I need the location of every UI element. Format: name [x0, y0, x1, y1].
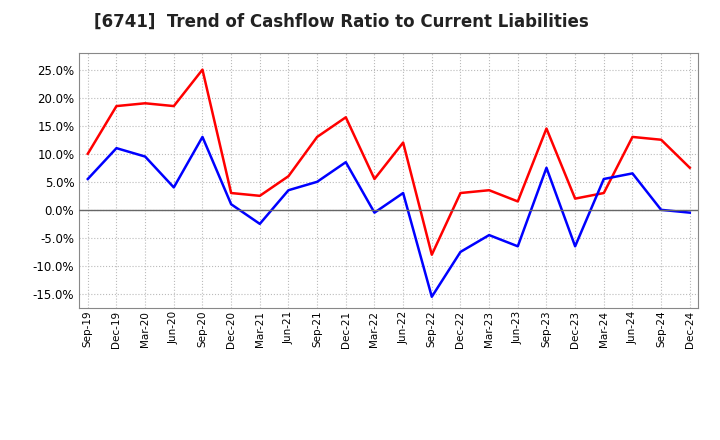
- Operating CF to Current Liabilities: [399, 140, 408, 145]
- Free CF to Current Liabilities: [341, 160, 350, 165]
- Operating CF to Current Liabilities: [227, 191, 235, 196]
- Free CF to Current Liabilities: [657, 207, 665, 213]
- Line: Operating CF to Current Liabilities: Operating CF to Current Liabilities: [88, 70, 690, 255]
- Operating CF to Current Liabilities: [341, 115, 350, 120]
- Free CF to Current Liabilities: [370, 210, 379, 215]
- Line: Free CF to Current Liabilities: Free CF to Current Liabilities: [88, 137, 690, 297]
- Operating CF to Current Liabilities: [112, 103, 121, 109]
- Operating CF to Current Liabilities: [628, 134, 636, 139]
- Free CF to Current Liabilities: [256, 221, 264, 227]
- Operating CF to Current Liabilities: [141, 101, 150, 106]
- Operating CF to Current Liabilities: [256, 193, 264, 198]
- Operating CF to Current Liabilities: [169, 103, 178, 109]
- Free CF to Current Liabilities: [628, 171, 636, 176]
- Free CF to Current Liabilities: [141, 154, 150, 159]
- Operating CF to Current Liabilities: [600, 191, 608, 196]
- Free CF to Current Liabilities: [198, 134, 207, 139]
- Free CF to Current Liabilities: [399, 191, 408, 196]
- Free CF to Current Liabilities: [227, 202, 235, 207]
- Operating CF to Current Liabilities: [284, 173, 293, 179]
- Free CF to Current Liabilities: [685, 210, 694, 215]
- Free CF to Current Liabilities: [428, 294, 436, 300]
- Free CF to Current Liabilities: [513, 244, 522, 249]
- Free CF to Current Liabilities: [600, 176, 608, 182]
- Free CF to Current Liabilities: [284, 187, 293, 193]
- Free CF to Current Liabilities: [571, 244, 580, 249]
- Operating CF to Current Liabilities: [428, 252, 436, 257]
- Free CF to Current Liabilities: [485, 232, 493, 238]
- Operating CF to Current Liabilities: [312, 134, 321, 139]
- Free CF to Current Liabilities: [169, 185, 178, 190]
- Operating CF to Current Liabilities: [542, 126, 551, 131]
- Operating CF to Current Liabilities: [685, 165, 694, 170]
- Operating CF to Current Liabilities: [657, 137, 665, 143]
- Free CF to Current Liabilities: [312, 179, 321, 184]
- Operating CF to Current Liabilities: [571, 196, 580, 201]
- Operating CF to Current Liabilities: [513, 199, 522, 204]
- Free CF to Current Liabilities: [456, 249, 465, 255]
- Free CF to Current Liabilities: [542, 165, 551, 170]
- Operating CF to Current Liabilities: [370, 176, 379, 182]
- Text: [6741]  Trend of Cashflow Ratio to Current Liabilities: [6741] Trend of Cashflow Ratio to Curren…: [94, 13, 588, 31]
- Free CF to Current Liabilities: [84, 176, 92, 182]
- Free CF to Current Liabilities: [112, 146, 121, 151]
- Operating CF to Current Liabilities: [485, 187, 493, 193]
- Operating CF to Current Liabilities: [84, 151, 92, 156]
- Operating CF to Current Liabilities: [456, 191, 465, 196]
- Operating CF to Current Liabilities: [198, 67, 207, 72]
